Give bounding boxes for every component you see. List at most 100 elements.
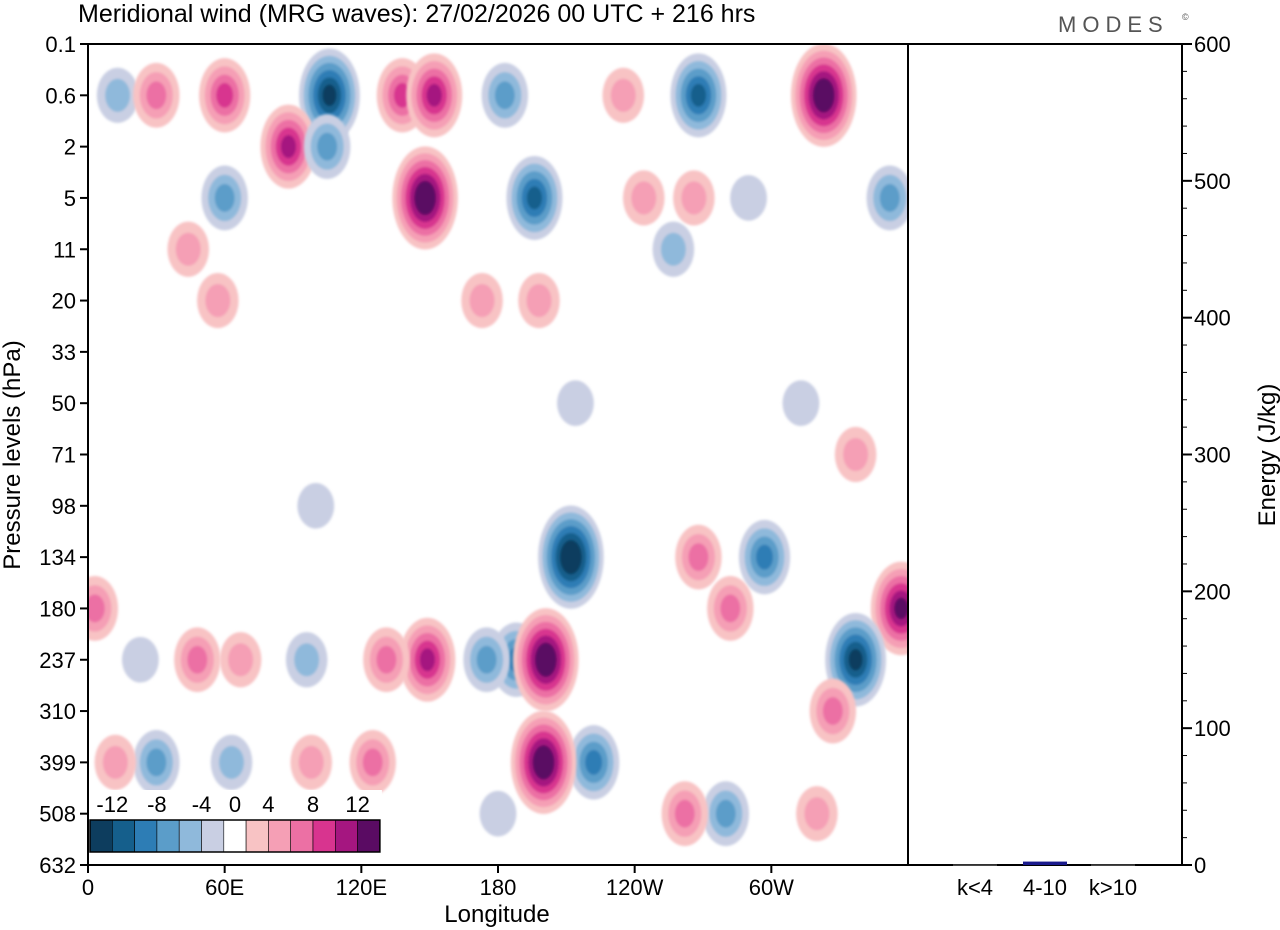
contour-level [894,597,908,620]
contour-blob [133,729,180,795]
contour-blob [479,790,517,837]
contour-level [879,184,900,212]
contour-level [219,745,244,779]
contour-level [526,284,552,318]
contour-level [187,645,208,674]
contour-level [848,648,863,671]
energy-axis: 0 100 200 300 400 500 600 [1182,32,1231,878]
contour-blob [260,104,317,189]
contour-blob [299,48,360,143]
colorbar-swatch [312,819,336,853]
contour-blob [303,114,351,180]
pressure-tick-label: 5 [64,186,76,211]
contour-blob [782,380,820,426]
contour-blob [199,58,251,133]
contour-blob [730,175,767,221]
colorbar-swatch [112,819,135,853]
contour-blob [661,781,708,847]
contour-blob [825,612,887,707]
colorbar-swatch [268,819,291,853]
contour-level [660,232,686,266]
contour-blob [463,627,510,693]
colorbar-swatch [223,819,247,853]
contour-blob [461,272,503,329]
contour-blob [197,272,239,329]
contour-blob [790,44,857,147]
contour-level [817,84,831,106]
contour-blob [392,146,458,250]
contour-blob [349,729,396,795]
contour-blob [506,155,563,240]
contour-blob [510,710,577,814]
colorbar-label: 12 [345,792,369,817]
contour-level [426,83,442,107]
energy-category-label: k>10 [1089,875,1137,900]
contour-blob [673,170,715,226]
contour-blob [707,576,754,641]
contour-blob [568,725,620,800]
contour-level [322,84,337,107]
contour-level [214,184,235,212]
contour-level [822,697,843,725]
colorbar-label: 4 [262,792,274,817]
pressure-tick-label: 2 [64,135,76,160]
contour-blob [406,53,463,138]
pressure-tick-label: 0.6 [45,83,76,108]
energy-tick-label: 400 [1194,306,1231,331]
contour-blob [219,632,262,688]
energy-tick-label: 200 [1194,579,1231,604]
colorbar-swatch [334,819,358,853]
contour-level [674,799,695,828]
contour-level [469,284,495,318]
colorbar-label: -4 [192,792,212,817]
pressure-axis: 0.1 0.6 2 5 11 20 33 50 71 98 134 180 237 310 399 508 63… [39,32,88,878]
contour-blob [809,678,857,744]
contour-blob [201,165,248,231]
contour-level [564,546,578,568]
contour-blob [557,380,594,426]
pressure-tick-label: 71 [52,443,76,468]
contour-blob [96,67,139,123]
pressure-tick-label: 237 [39,648,76,673]
energy-bar [1091,864,1135,866]
pressure-tick-label: 11 [53,237,76,262]
pressure-tick-label: 310 [39,699,76,724]
contour-blob [518,272,560,329]
contour-level [317,132,338,161]
longitude-tick-label: 120E [336,875,387,900]
contour-level [755,544,774,570]
contour-blob [513,608,579,712]
colorbar-swatch [357,819,381,853]
pressure-tick-label: 134 [39,545,76,570]
contour-blob [675,524,722,590]
main-plot-frame [87,43,909,866]
pressure-tick-label: 180 [39,596,76,621]
pressure-tick-label: 33 [52,340,76,365]
pressure-tick-label: 20 [52,289,76,314]
contour-field [88,44,908,847]
contour-level [88,594,105,623]
contour-blob [702,781,749,847]
contour-level [526,186,543,210]
contour-level [688,543,709,572]
colorbar-label: 8 [307,792,319,817]
energy-tick-label: 500 [1194,169,1231,194]
contour-level [494,81,515,110]
contour-level [730,175,767,221]
energy-tick-label: 300 [1194,443,1231,468]
contour-blob [297,483,335,529]
contour-level [631,181,657,215]
contour-level [362,748,383,777]
colorbar-swatch [245,819,269,853]
x-axis-label: Longitude [444,901,549,928]
contour-level [146,81,167,110]
y-axis-label: Pressure levels (hPa) [0,340,26,569]
longitude-axis: 0 60E 120E 180 120W 60W [82,865,794,900]
contour-level [782,380,820,426]
contour-level [681,181,707,215]
contour-level [102,745,128,779]
contour-level [146,748,167,777]
modes-logo-text: MODES [1058,12,1169,37]
contour-level [610,78,636,112]
